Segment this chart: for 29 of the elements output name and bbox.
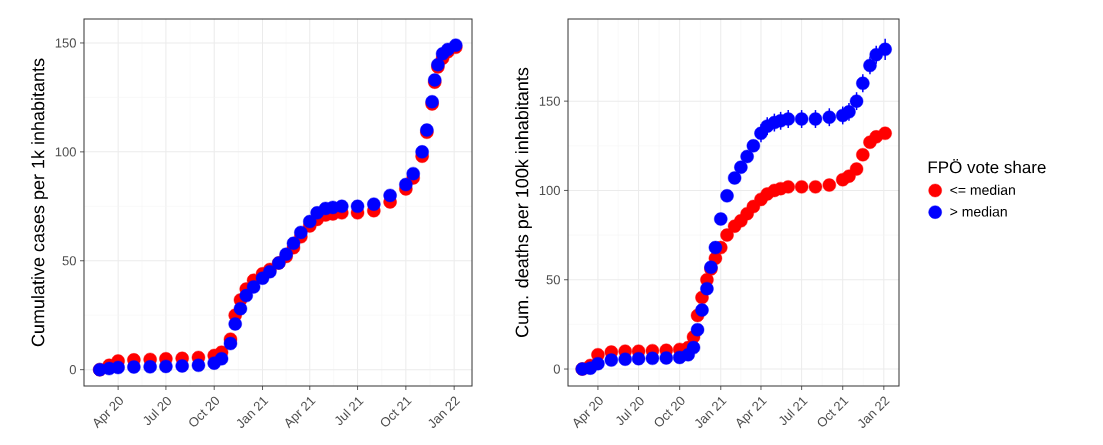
legend-label: > median [950,206,1007,217]
x-tick-label: Oct 20 [189,396,220,427]
x-tick-label: Apr 21 [285,397,316,429]
y-axis-title: Cum. deaths per 100k inhabitants [515,67,532,338]
y-tick-label: 150 [55,38,76,48]
y-tick-label: 100 [539,185,560,196]
y-tick-label: 100 [55,147,76,157]
x-tick-label: Jul 21 [335,397,364,426]
x-tick-label: Oct 21 [817,397,849,427]
x-tick-label: Oct 21 [380,397,412,427]
x-tick-label: Jan 21 [695,397,727,428]
x-tick-label: Jan 22 [858,396,890,428]
x-tick-label: Jan 21 [236,397,269,428]
x-tick-label: Oct 20 [654,396,685,427]
x-tick-label: Jul 20 [143,396,171,426]
x-tick-label: Apr 20 [93,396,123,429]
legend-title: FPÖ vote share [928,158,1046,174]
y-axis-title: Cumulative cases per 1k inhabitants [31,58,48,347]
y-tick-label: 150 [539,96,560,106]
y-tick-label: 50 [546,275,560,285]
x-tick-label: Apr 20 [573,396,603,429]
x-tick-label: Jul 20 [616,396,644,426]
x-tick-label: Jul 21 [779,397,808,426]
x-tick-label: Jan 22 [428,396,461,428]
legend-label: <= median [950,184,1015,195]
y-tick-label: 0 [69,365,76,375]
x-tick-label: Apr 21 [736,397,767,429]
y-tick-label: 0 [553,364,560,374]
y-tick-label: 50 [62,256,76,266]
